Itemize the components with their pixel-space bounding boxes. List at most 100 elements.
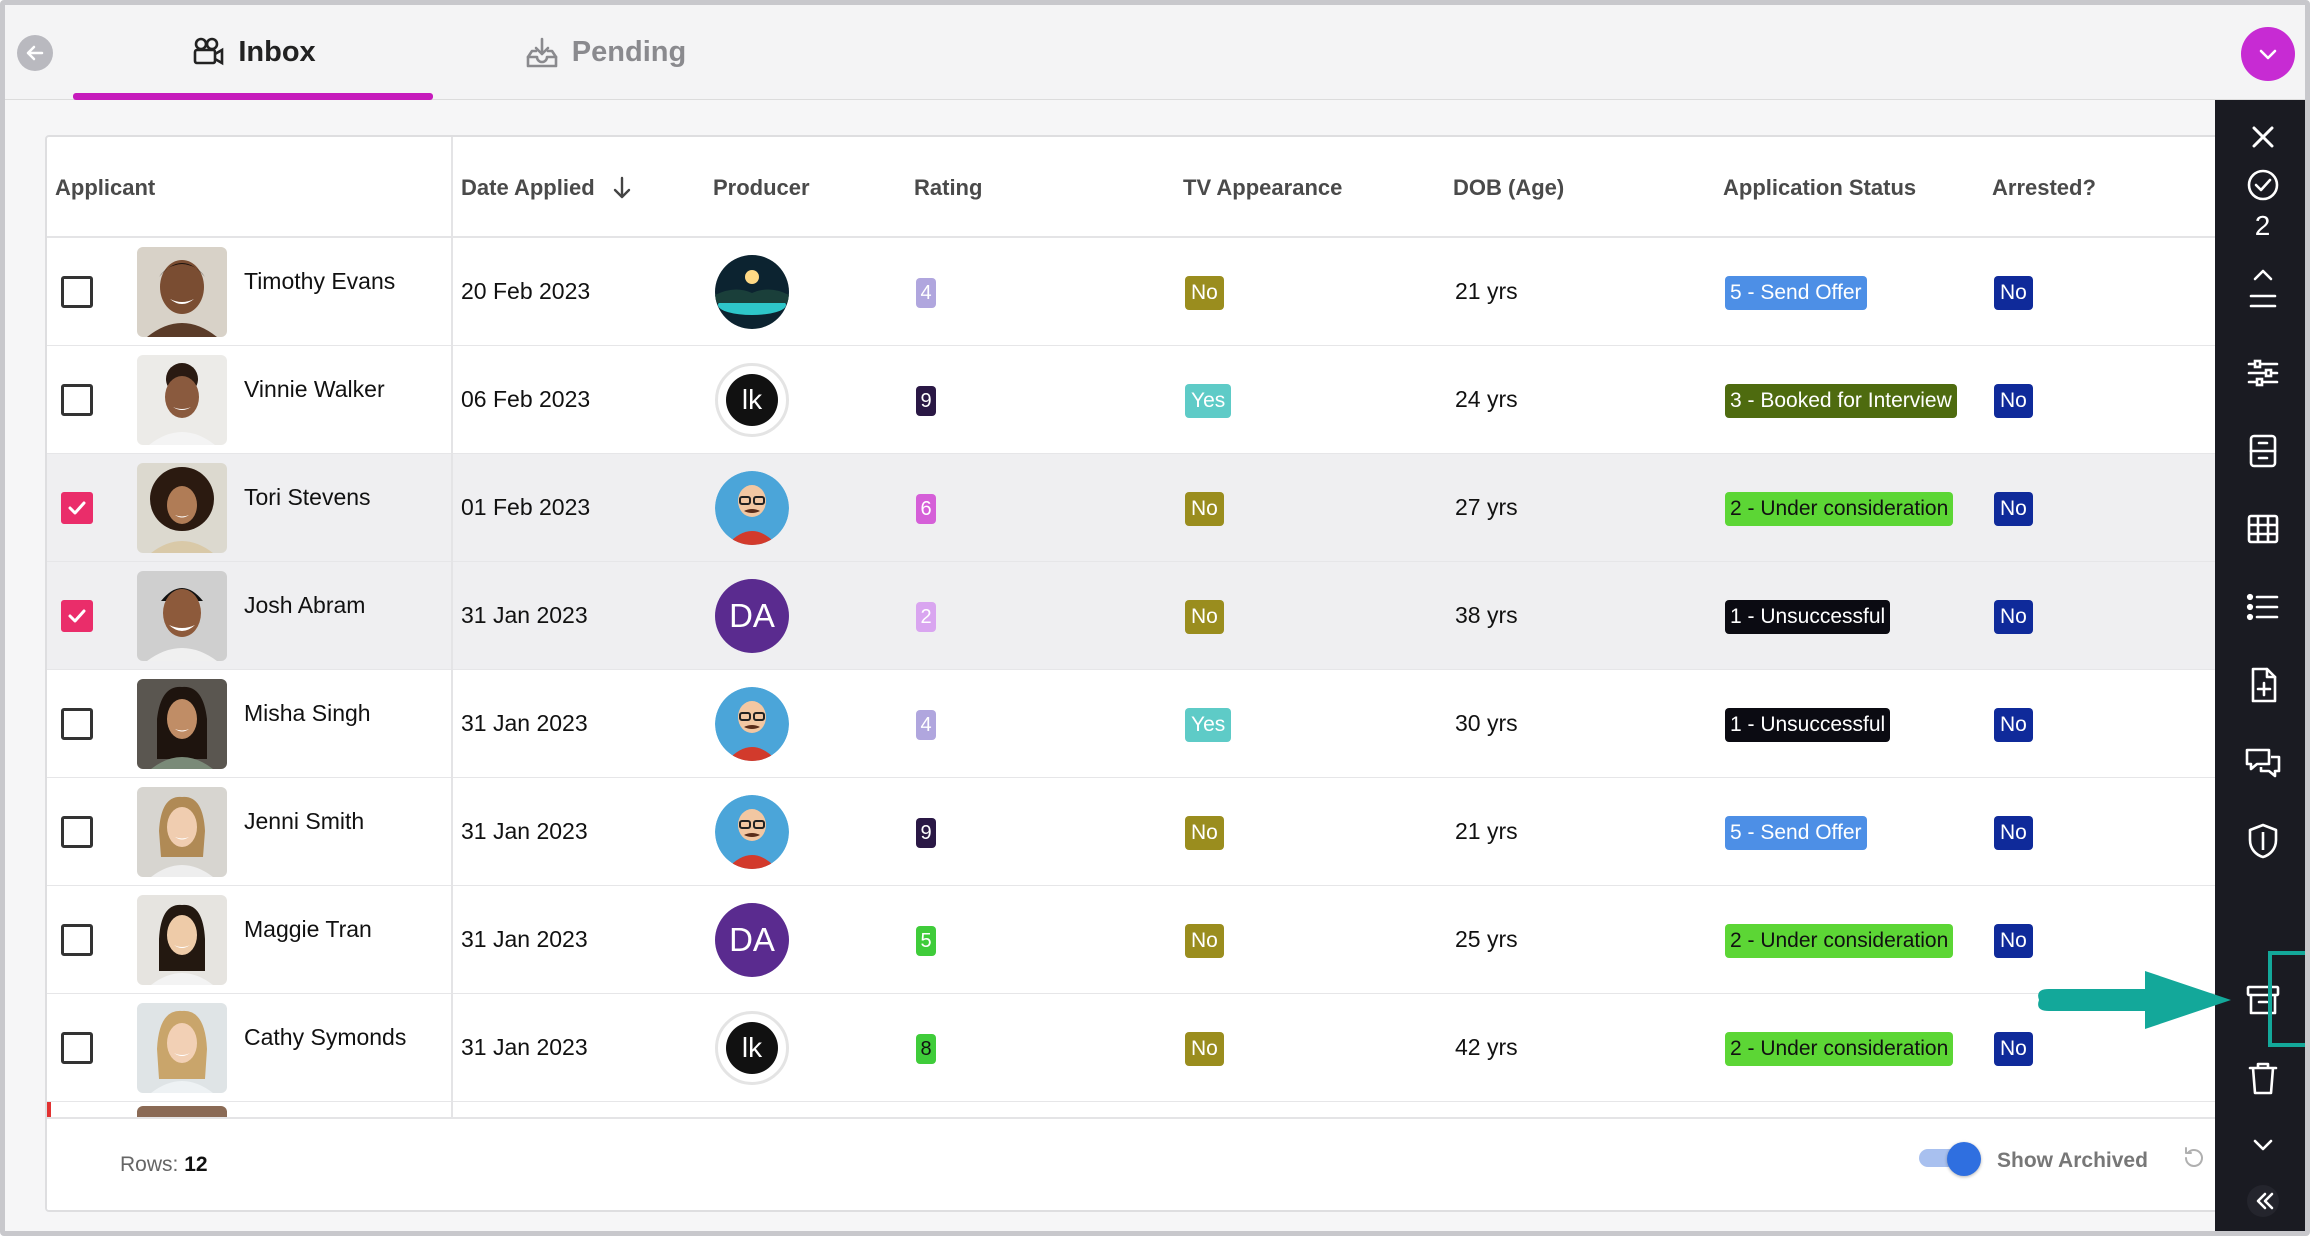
table-row-partial[interactable] [47, 1102, 2258, 1117]
applicant-name[interactable]: Timothy Evans [244, 268, 396, 294]
column-header-application-status[interactable]: Application Status [1723, 174, 1917, 200]
table-row[interactable]: Timothy Evans 20 Feb 2023 4 No 21 yrs 5 … [47, 238, 2258, 346]
applicant-name[interactable]: Cathy Symonds [244, 1024, 407, 1050]
application-status-badge[interactable]: 1 - Unsuccessful [1725, 600, 1891, 634]
column-header-producer[interactable]: Producer [713, 174, 810, 200]
dob-age: 21 yrs [1455, 278, 1518, 304]
applicant-name[interactable]: Tori Stevens [244, 484, 371, 510]
table-row[interactable]: Misha Singh 31 Jan 2023 4 Yes 30 yrs 1 -… [47, 670, 2258, 778]
user-menu-button[interactable] [2241, 27, 2295, 81]
application-status-badge[interactable]: 3 - Booked for Interview [1725, 384, 1957, 418]
producer-avatar[interactable] [715, 471, 789, 545]
select-all-check-icon[interactable] [2215, 162, 2305, 208]
table-row[interactable]: Josh Abram 31 Jan 2023 DA 2 No 38 yrs 1 … [47, 562, 2258, 670]
toggle-knob [1947, 1142, 1981, 1176]
applicant-name[interactable]: Maggie Tran [244, 916, 372, 942]
column-header-date-applied[interactable]: Date Applied [461, 137, 635, 238]
arrested-badge: No [1994, 1032, 2033, 1066]
reset-icon[interactable] [2181, 1145, 2207, 1171]
rating-badge: 8 [916, 1034, 936, 1064]
date-applied: 31 Jan 2023 [461, 710, 588, 736]
application-status-badge[interactable]: 1 - Unsuccessful [1725, 708, 1891, 742]
row-count-label: Rows: [120, 1153, 179, 1176]
date-applied: 31 Jan 2023 [461, 926, 588, 952]
row-checkbox[interactable] [61, 1032, 93, 1064]
applicant-name[interactable]: Josh Abram [244, 592, 366, 618]
archive-highlight-box [2268, 951, 2305, 1047]
back-arrow-icon[interactable] [17, 35, 53, 71]
shield-icon[interactable] [2215, 811, 2305, 871]
tv-appearance-badge: No [1185, 924, 1224, 958]
applicants-table: Applicant Date Applied Producer Rating T… [45, 135, 2260, 1212]
show-archived-label[interactable]: Show Archived [1997, 1149, 2148, 1172]
column-header-applicant[interactable]: Applicant [55, 174, 156, 200]
table-row[interactable]: Maggie Tran 31 Jan 2023 DA 5 No 25 yrs 2… [47, 886, 2258, 994]
column-header-dob[interactable]: DOB (Age) [1453, 174, 1565, 200]
checkmark-icon [68, 609, 86, 623]
date-applied: 31 Jan 2023 [461, 818, 588, 844]
dob-age: 25 yrs [1455, 926, 1518, 952]
add-document-icon[interactable] [2215, 655, 2305, 715]
date-applied: 31 Jan 2023 [461, 1034, 588, 1060]
table-row[interactable]: Jenni Smith 31 Jan 2023 9 No 21 yrs 5 - … [47, 778, 2258, 886]
applicant-photo [137, 895, 227, 985]
applicant-name[interactable]: Misha Singh [244, 700, 371, 726]
menu-icon[interactable] [2215, 290, 2305, 318]
row-checkbox[interactable] [61, 924, 93, 956]
row-checkbox[interactable] [61, 708, 93, 740]
tv-appearance-badge: No [1185, 492, 1224, 526]
chevron-down-icon[interactable] [2215, 1120, 2305, 1170]
tv-appearance-badge: No [1185, 600, 1224, 634]
archive-icon[interactable] [2215, 970, 2305, 1030]
table-row[interactable]: Tori Stevens 01 Feb 2023 6 No 27 yrs 2 -… [47, 454, 2258, 562]
producer-avatar[interactable]: DA [715, 903, 789, 977]
tab-pending[interactable]: Pending [445, 5, 765, 100]
row-checkbox[interactable] [61, 492, 93, 524]
application-status-badge[interactable]: 2 - Under consideration [1725, 924, 1954, 958]
close-icon[interactable] [2215, 114, 2305, 160]
action-sidebar: 2 [2215, 100, 2305, 1231]
list-icon[interactable] [2215, 577, 2305, 637]
producer-avatar[interactable] [715, 795, 789, 869]
arrested-badge: No [1994, 924, 2033, 958]
grid-table-icon[interactable] [2215, 499, 2305, 559]
producer-avatar[interactable] [715, 255, 789, 329]
row-checkbox[interactable] [61, 600, 93, 632]
rating-badge: 5 [916, 926, 936, 956]
producer-avatar[interactable]: lk [715, 363, 789, 437]
table-footer: Rows: 12 Show Archived [47, 1117, 2258, 1210]
applicant-name[interactable]: Vinnie Walker [244, 376, 385, 402]
sliders-icon[interactable] [2215, 343, 2305, 403]
cabinet-icon[interactable] [2215, 421, 2305, 481]
row-checkbox[interactable] [61, 816, 93, 848]
row-checkbox[interactable] [61, 384, 93, 416]
tab-inbox[interactable]: Inbox [73, 5, 433, 100]
tv-appearance-badge: Yes [1185, 384, 1232, 418]
application-status-badge[interactable]: 5 - Send Offer [1725, 276, 1867, 310]
column-header-tv-appearance[interactable]: TV Appearance [1183, 174, 1343, 200]
producer-avatar[interactable] [715, 687, 789, 761]
application-status-badge[interactable]: 5 - Send Offer [1725, 816, 1867, 850]
column-header-arrested[interactable]: Arrested? [1992, 174, 2096, 200]
table-row[interactable]: Cathy Symonds 31 Jan 2023 lk 8 No 42 yrs… [47, 994, 2258, 1102]
producer-avatar[interactable]: DA [715, 579, 789, 653]
rating-badge: 6 [916, 494, 936, 524]
show-archived-toggle[interactable] [1919, 1142, 1981, 1176]
column-header-rating[interactable]: Rating [914, 174, 983, 200]
application-status-badge[interactable]: 2 - Under consideration [1725, 492, 1954, 526]
applicant-photo [137, 787, 227, 877]
table-row[interactable]: Vinnie Walker 06 Feb 2023 lk 9 Yes 24 yr… [47, 346, 2258, 454]
application-status-badge[interactable]: 2 - Under consideration [1725, 1032, 1954, 1066]
applicant-photo [137, 679, 227, 769]
producer-avatar[interactable]: lk [715, 1011, 789, 1085]
selected-count: 2 [2254, 210, 2271, 241]
trash-icon[interactable] [2215, 1048, 2305, 1108]
collapse-double-chevron-icon[interactable] [2215, 1176, 2305, 1226]
applicant-name[interactable]: Jenni Smith [244, 808, 365, 834]
producer-initials: lk [726, 374, 778, 426]
column-divider [451, 137, 453, 1117]
chevron-up-icon[interactable] [2215, 260, 2305, 290]
chat-bubbles-icon[interactable] [2215, 733, 2305, 793]
dob-age: 24 yrs [1455, 386, 1518, 412]
row-checkbox[interactable] [61, 276, 93, 308]
